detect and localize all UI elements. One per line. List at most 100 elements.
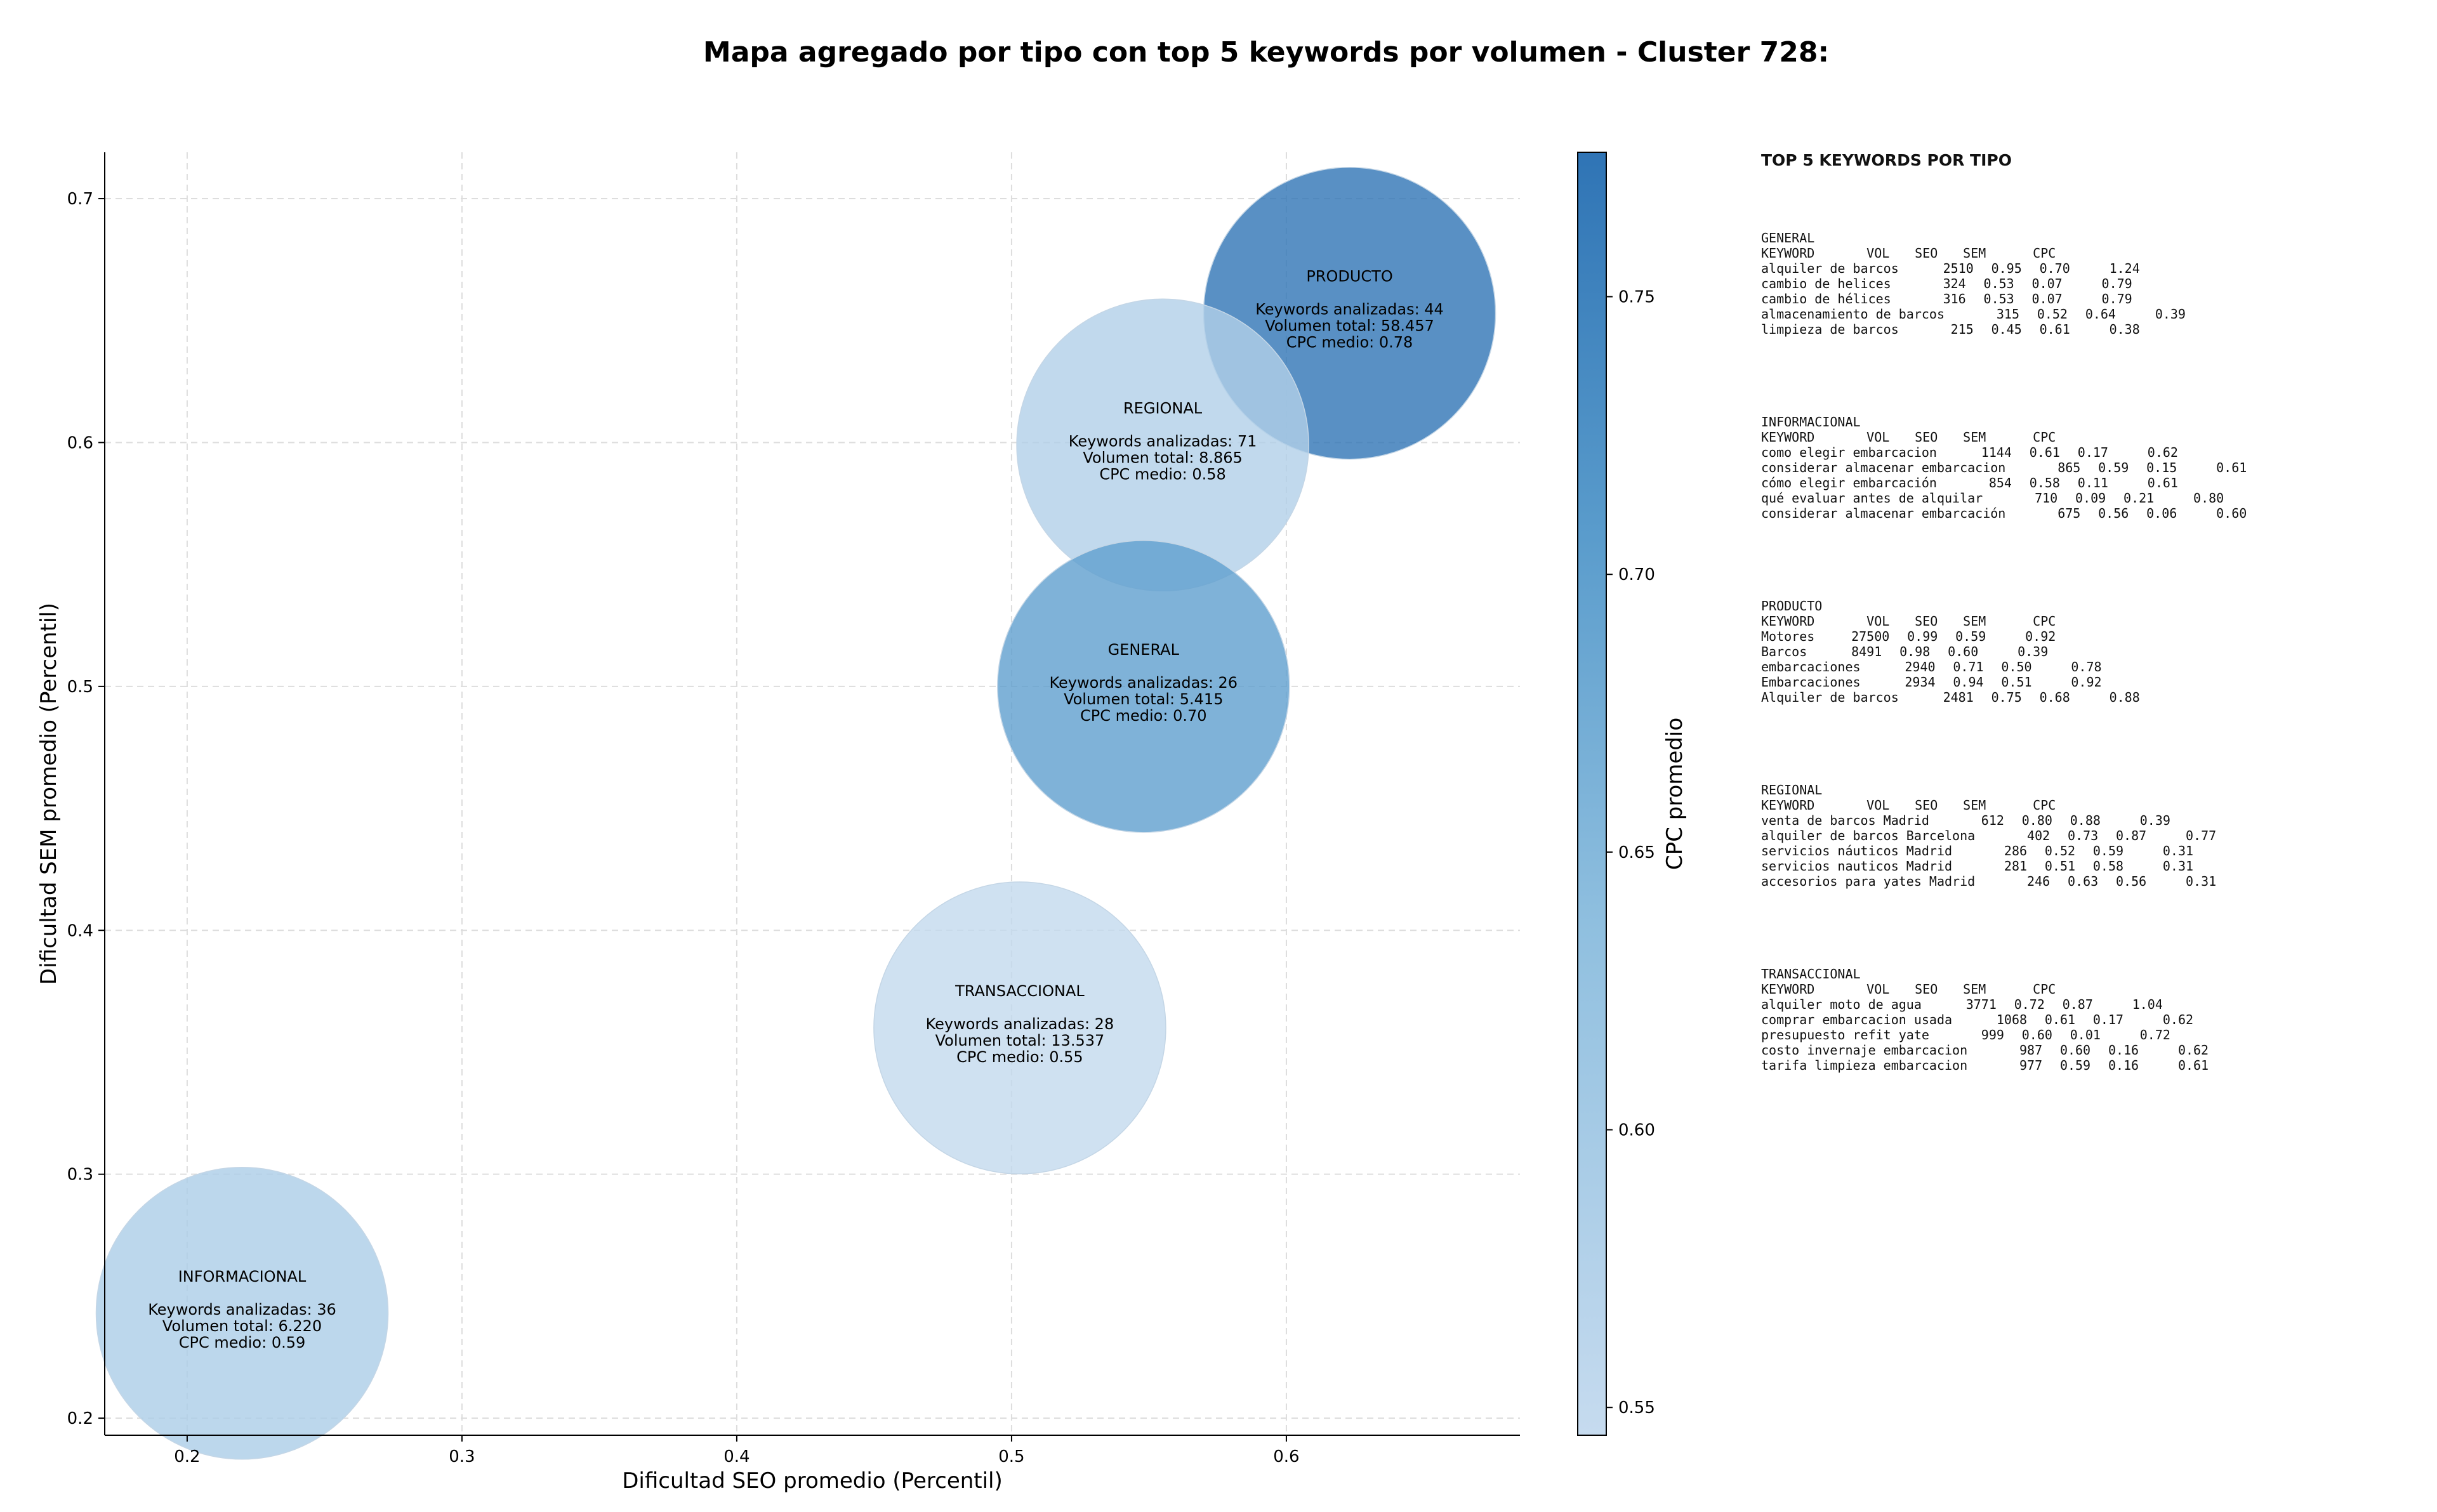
metric-cell: 0.72 [2014,997,2045,1012]
keyword-row: Embarcaciones 2934 0.94 0.51 0.92 [1761,674,2396,690]
metric-cell: 0.99 [1907,629,1938,644]
keyword-row: accesorios para yates Madrid 246 0.63 0.56 0… [1761,874,2396,889]
chart-title: Mapa agregado por tipo con top 5 keyword… [703,36,1829,69]
metric-cell: 0.59 [2092,843,2124,858]
bubble-transaccional: TRANSACCIONAL Keywords analizadas: 28Volu… [873,881,1166,1174]
keyword-row: Barcos 8491 0.98 0.60 0.39 [1761,644,2396,659]
panel-heading: TOP 5 KEYWORDS POR TIPO [1761,151,2012,169]
y-tick-label: 0.2 [67,1409,93,1428]
column-header: VOL [1866,430,1890,445]
column-header: SEM [1963,614,1986,629]
column-header: CPC [2033,798,2056,813]
metric-cell: 0.09 [2075,490,2106,506]
metric-cell: 0.92 [2025,629,2056,644]
bubble-type-label: TRANSACCIONAL [954,982,1085,1000]
metric-cell: 0.78 [2071,659,2102,674]
metric-cell: 0.95 [1991,261,2022,276]
keyword-cell: considerar almacenar embarcación [1761,506,2006,521]
bubble-stat-label: Volumen total: 5.415 [1064,690,1223,708]
y-tick-label: 0.6 [67,433,93,452]
x-tick-label: 0.2 [174,1447,200,1466]
metric-cell: 0.62 [2162,1012,2194,1027]
column-header: SEM [1963,246,1986,261]
x-tick-label: 0.5 [998,1447,1024,1466]
column-header: SEO [1915,982,1938,997]
metric-cell: 977 [2019,1058,2043,1073]
keyword-cell: limpieza de barcos [1761,322,1899,337]
x-tick-label: 0.3 [449,1447,475,1466]
keyword-cell: almacenamiento de barcos [1761,306,1945,322]
keyword-groups: GENERAL KEYWORD VOL SEO SEM CPC alquiler de ba… [1761,230,2396,1073]
keyword-row: cómo elegir embarcación 854 0.58 0.11 0.61 [1761,475,2396,490]
metric-cell: 0.60 [1948,644,1979,659]
metric-cell: 0.52 [2037,306,2068,322]
metric-cell: 2940 [1905,659,1936,674]
colorbar: 0.55 0.60 0.65 0.70 0.75 CPC promedio [1577,152,1687,1436]
bubble-type-label: GENERAL [1108,641,1180,659]
metric-cell: 286 [2004,843,2028,858]
column-header: SEM [1963,430,1986,445]
metric-cell: 0.15 [2146,460,2177,475]
bubble-stat-label: CPC medio: 0.70 [1080,707,1207,725]
metric-cell: 0.53 [1983,276,2014,291]
keyword-row: alquiler de barcos Barcelona 402 0.73 0.87 0… [1761,828,2396,843]
bubble-stat-label: Keywords analizadas: 44 [1255,301,1444,319]
metric-cell: 215 [1950,322,1974,337]
bubble-stat-label: Volumen total: 6.220 [162,1317,322,1335]
x-tick-label: 0.4 [723,1447,750,1466]
metric-cell: 2481 [1943,690,1974,705]
column-header: KEYWORD [1761,982,1815,997]
metric-cell: 0.59 [2059,1058,2091,1073]
metric-cell: 0.79 [2101,276,2132,291]
metric-cell: 0.39 [2155,306,2186,322]
column-header: VOL [1866,982,1890,997]
metric-cell: 0.06 [2146,506,2177,521]
metric-cell: 246 [2027,874,2051,889]
keyword-cell: comprar embarcacion usada [1761,1012,1953,1027]
keyword-row: Motores 27500 0.99 0.59 0.92 [1761,629,2396,644]
bubble-stat-label: Volumen total: 13.537 [935,1032,1105,1049]
column-header: SEO [1915,614,1938,629]
metric-cell: 0.77 [2185,828,2217,843]
metric-cell: 0.80 [2193,490,2224,506]
metric-cell: 0.61 [2177,1058,2209,1073]
metric-cell: 710 [2035,490,2058,506]
keyword-cell: presupuesto refit yate [1761,1027,1929,1042]
metric-cell: 0.56 [2115,874,2147,889]
metric-cell: 2934 [1905,674,1936,690]
keyword-cell: tarifa limpieza embarcacion [1761,1058,1968,1073]
metric-cell: 0.16 [2108,1042,2139,1058]
metric-cell: 0.87 [2115,828,2147,843]
group-type-label: INFORMACIONAL [1761,414,1861,430]
metric-cell: 0.21 [2123,490,2155,506]
metric-cell: 1.04 [2132,997,2163,1012]
bubble-stat-label: Keywords analizadas: 36 [148,1301,336,1318]
column-header: SEM [1963,798,1986,813]
metric-cell: 0.51 [2044,858,2076,874]
column-header: KEYWORD [1761,430,1815,445]
keyword-row: considerar almacenar embarcacion 865 0.59 0… [1761,460,2396,475]
y-tick-label: 0.4 [67,921,93,940]
metric-cell: 281 [2004,858,2028,874]
metric-cell: 0.58 [2029,475,2060,490]
metric-cell: 0.63 [2067,874,2099,889]
keyword-table-header: KEYWORD VOL SEO SEM CPC [1761,430,2396,445]
keyword-cell: considerar almacenar embarcacion [1761,460,2006,475]
metric-cell: 0.61 [2029,445,2060,460]
metric-cell: 27500 [1851,629,1890,644]
metric-cell: 0.94 [1953,674,1984,690]
metric-cell: 0.79 [2101,291,2132,306]
keyword-cell: qué evaluar antes de alquilar [1761,490,1983,506]
column-header: VOL [1866,798,1890,813]
keyword-cell: Barcos [1761,644,1807,659]
column-header: SEO [1915,246,1938,261]
metric-cell: 0.75 [1991,690,2022,705]
metric-cell: 0.72 [2139,1027,2170,1042]
metric-cell: 0.70 [2039,261,2070,276]
metric-cell: 0.11 [2077,475,2108,490]
metric-cell: 0.17 [2092,1012,2124,1027]
metric-cell: 0.64 [2085,306,2116,322]
metric-cell: 0.31 [2162,843,2194,858]
